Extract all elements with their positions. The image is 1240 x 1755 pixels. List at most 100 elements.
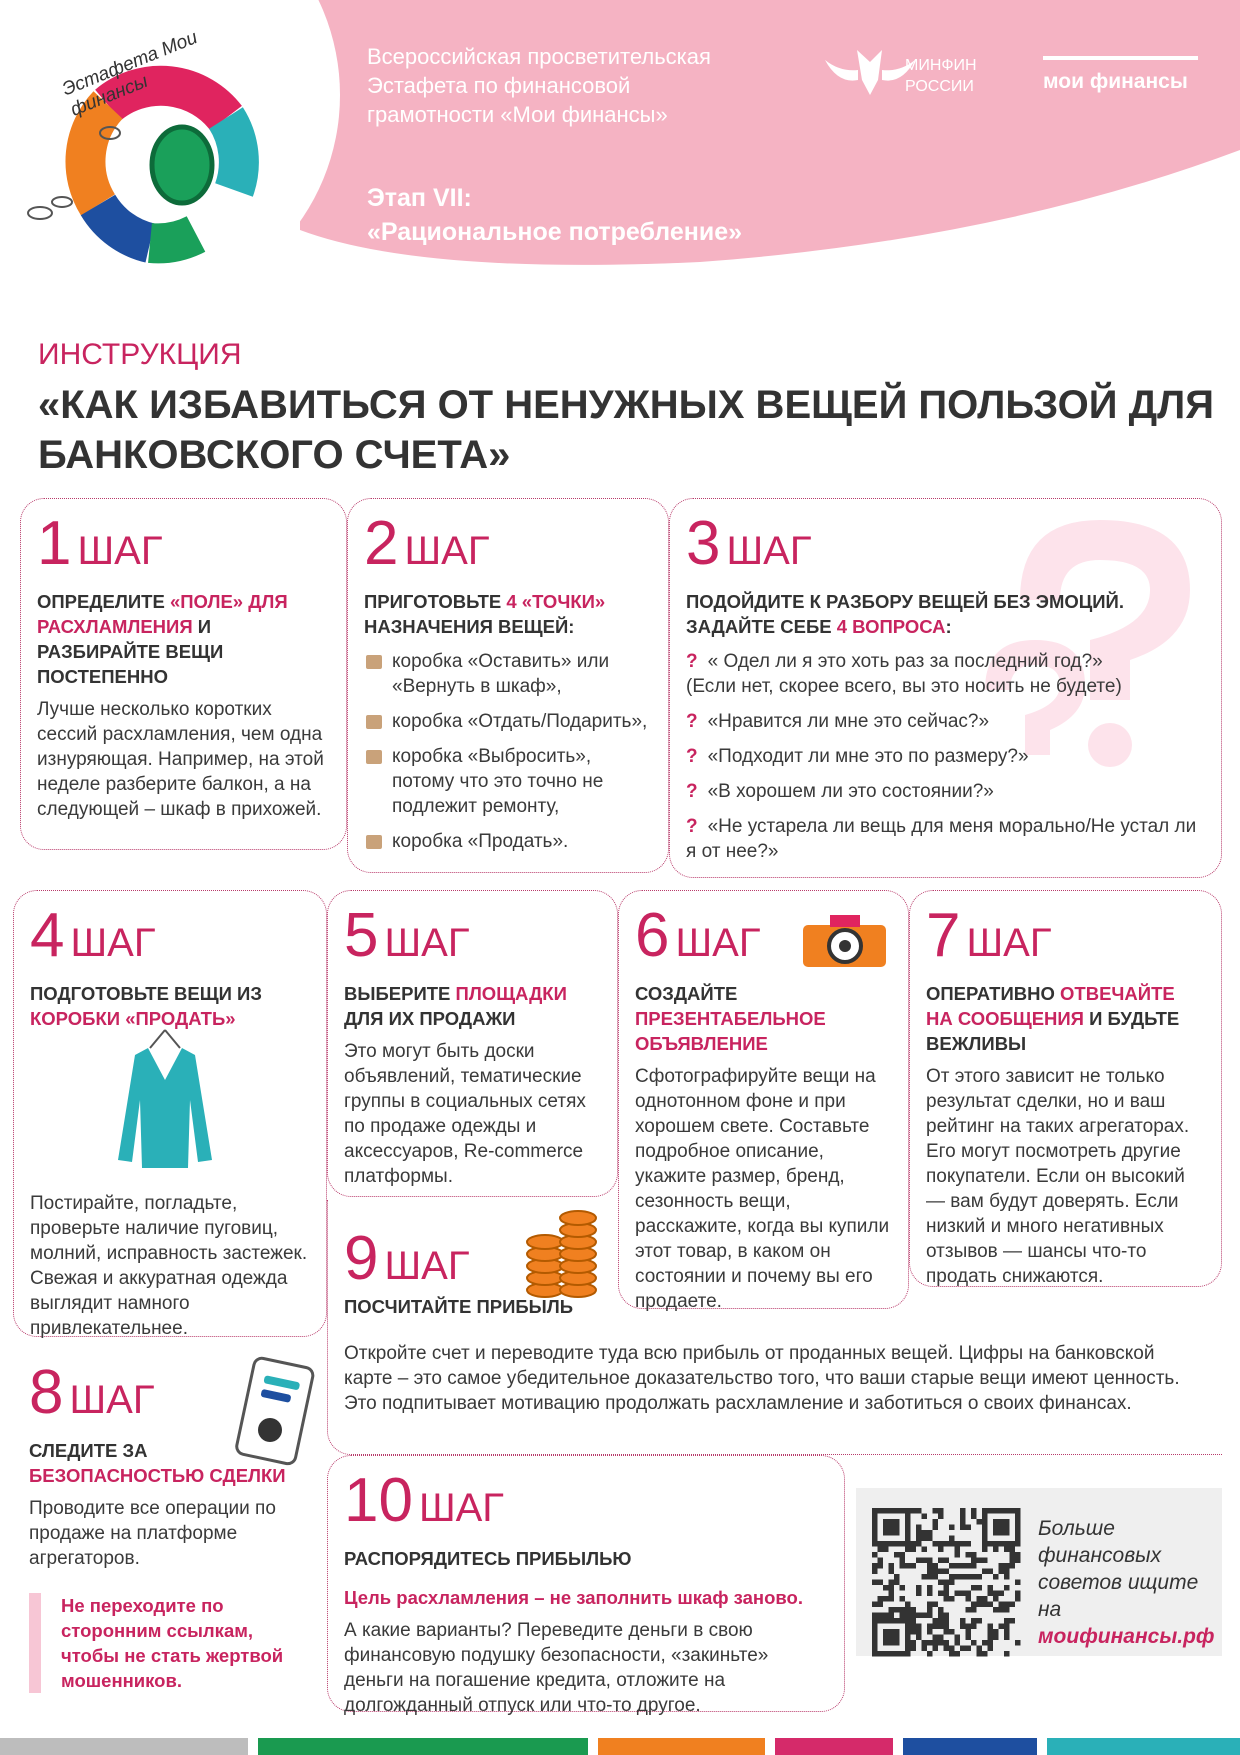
qr-module bbox=[982, 1596, 988, 1602]
heading-part: РАСПОРЯДИТЕСЬ ПРИБЫЛЬЮ bbox=[344, 1548, 632, 1569]
step-header: 8 ШАГ bbox=[29, 1362, 311, 1424]
qr-module bbox=[916, 1612, 922, 1618]
step-number: 10 bbox=[344, 1466, 413, 1535]
qr-module bbox=[921, 1546, 927, 1552]
qr-module bbox=[987, 1645, 993, 1651]
qr-module bbox=[916, 1557, 922, 1563]
qr-module bbox=[993, 1607, 999, 1613]
qr-module bbox=[877, 1596, 883, 1602]
question: ? «В хорошем ли это состоянии?» bbox=[686, 779, 1205, 804]
heading-part: ПОДОЙДИТЕ К РАЗБОРУ ВЕЩЕЙ БЕЗ ЭМОЦИЙ. ЗА… bbox=[686, 591, 1124, 637]
qr-module bbox=[921, 1612, 927, 1618]
qr-module bbox=[954, 1574, 960, 1580]
qr-module bbox=[993, 1574, 999, 1580]
qr-module bbox=[894, 1607, 900, 1613]
qr-module bbox=[938, 1568, 944, 1574]
qr-module bbox=[888, 1590, 894, 1596]
qr-module bbox=[949, 1541, 955, 1547]
qr-module bbox=[888, 1579, 894, 1585]
box-item: коробка «Продать». bbox=[364, 829, 652, 854]
qr-module bbox=[916, 1541, 922, 1547]
qr-module bbox=[982, 1601, 988, 1607]
qr-module bbox=[976, 1574, 982, 1580]
qr-module bbox=[960, 1618, 966, 1624]
qr-module bbox=[960, 1590, 966, 1596]
qr-module bbox=[949, 1596, 955, 1602]
brand: мои финансы bbox=[1043, 70, 1188, 93]
qr-module bbox=[905, 1546, 911, 1552]
qr-module bbox=[987, 1629, 993, 1635]
step-card: 1 ШАГ ОПРЕДЕЛИТЕ «ПОЛЕ» ДЛЯ РАСХЛАМЛЕНИЯ И… bbox=[20, 498, 347, 850]
step-heading: ОПЕРАТИВНО ОТВЕЧАЙТЕ НА СООБЩЕНИЯ И БУДЬ… bbox=[926, 981, 1205, 1056]
step-number: 2 bbox=[364, 509, 399, 578]
qr-module bbox=[960, 1563, 966, 1569]
step-card: 9 ШАГ ПОСЧИТАЙТЕ ПРИБЫЛЬ Откройте счет и пе… bbox=[327, 1200, 1222, 1455]
qr-module bbox=[987, 1640, 993, 1646]
qr-module bbox=[976, 1618, 982, 1624]
qr-module bbox=[872, 1563, 878, 1569]
qr-module bbox=[877, 1579, 883, 1585]
qr-module bbox=[965, 1541, 971, 1547]
heading-part: СЛЕДИТЕ ЗА bbox=[29, 1440, 148, 1461]
step-card: 8 ШАГ СЛЕДИТЕ ЗА БЕЗОПАСНОСТЬЮ СДЕЛКИ Прово… bbox=[13, 1348, 327, 1712]
heading-part: ПОСЧИТАЙТЕ ПРИБЫЛЬ bbox=[344, 1296, 574, 1317]
qr-module bbox=[932, 1568, 938, 1574]
box-item: коробка «Оставить» или «Вернуть в шкаф», bbox=[364, 649, 652, 699]
qr-module bbox=[938, 1508, 944, 1514]
qr-module bbox=[910, 1612, 916, 1618]
step-heading: СОЗДАЙТЕ ПРЕЗЕНТАБЕЛЬНОЕ ОБЪЯВЛЕНИЕ bbox=[635, 981, 892, 1056]
logo-coin bbox=[149, 124, 215, 206]
step-header: 3 ШАГ bbox=[686, 513, 1205, 575]
qr-module bbox=[965, 1645, 971, 1651]
qr-module bbox=[921, 1557, 927, 1563]
qr-module bbox=[910, 1546, 916, 1552]
qr-link[interactable]: моифинансы.рф bbox=[1038, 1625, 1215, 1648]
box-item: коробка «Отдать/Подарить», bbox=[364, 709, 652, 734]
qr-module bbox=[932, 1618, 938, 1624]
qr-module bbox=[883, 1612, 889, 1618]
qr-module bbox=[965, 1524, 971, 1530]
qr-module bbox=[971, 1574, 977, 1580]
step-word: ШАГ bbox=[418, 1486, 504, 1530]
qr-module bbox=[938, 1618, 944, 1624]
qr-module bbox=[916, 1585, 922, 1591]
question-note: (Если нет, скорее всего, вы это носить н… bbox=[686, 676, 1122, 697]
step-number: 3 bbox=[686, 509, 721, 578]
step-card: 4 ШАГ ПОДГОТОВЬТЕ ВЕЩИ ИЗ КОРОБКИ «ПРОДАТЬ… bbox=[13, 890, 327, 1339]
qr-module bbox=[927, 1590, 933, 1596]
step-word: ШАГ bbox=[69, 1378, 155, 1422]
qr-module bbox=[993, 1634, 999, 1640]
header-band bbox=[300, 0, 1240, 265]
qr-module bbox=[932, 1519, 938, 1525]
step-body: Лучше несколько коротких сессий расхламл… bbox=[37, 699, 324, 820]
qr-module bbox=[971, 1601, 977, 1607]
qr-module bbox=[965, 1574, 971, 1580]
qr-module bbox=[1015, 1596, 1021, 1602]
heading-part: ДЛЯ ИХ ПРОДАЖИ bbox=[344, 1008, 516, 1029]
qr-module bbox=[976, 1596, 982, 1602]
qr-module bbox=[938, 1541, 944, 1547]
step-card: 10 ШАГ РАСПОРЯДИТЕСЬ ПРИБЫЛЬЮ Цель расхламл… bbox=[327, 1455, 845, 1716]
heading-part: И РАЗБИРАЙТЕ ВЕЩИ ПОСТЕПЕННО bbox=[37, 616, 224, 687]
qr-module bbox=[899, 1596, 905, 1602]
qr-module bbox=[971, 1623, 977, 1629]
qr-module bbox=[927, 1563, 933, 1569]
qr-module bbox=[1009, 1601, 1015, 1607]
qr-module bbox=[960, 1541, 966, 1547]
qr-module bbox=[1009, 1546, 1015, 1552]
step-heading: ПОДОЙДИТЕ К РАЗБОРУ ВЕЩЕЙ БЕЗ ЭМОЦИЙ. ЗА… bbox=[686, 589, 1205, 639]
stage: Этап VII: bbox=[367, 184, 472, 212]
qr-module bbox=[910, 1508, 916, 1514]
step-body: Проводите все операции по продаже на пла… bbox=[29, 1498, 276, 1569]
coins-icon bbox=[526, 1210, 597, 1298]
qr-module bbox=[987, 1568, 993, 1574]
step-number: 6 bbox=[635, 901, 670, 970]
qr-module bbox=[982, 1557, 988, 1563]
qr-module bbox=[976, 1585, 982, 1591]
logo-coin-small bbox=[99, 126, 121, 140]
step-heading: РАСПОРЯДИТЕСЬ ПРИБЫЛЬЮ bbox=[344, 1546, 828, 1571]
qr-module bbox=[1004, 1574, 1010, 1580]
qr-module bbox=[927, 1612, 933, 1618]
step-heading: ПОСЧИТАЙТЕ ПРИБЫЛЬ bbox=[344, 1294, 1206, 1319]
